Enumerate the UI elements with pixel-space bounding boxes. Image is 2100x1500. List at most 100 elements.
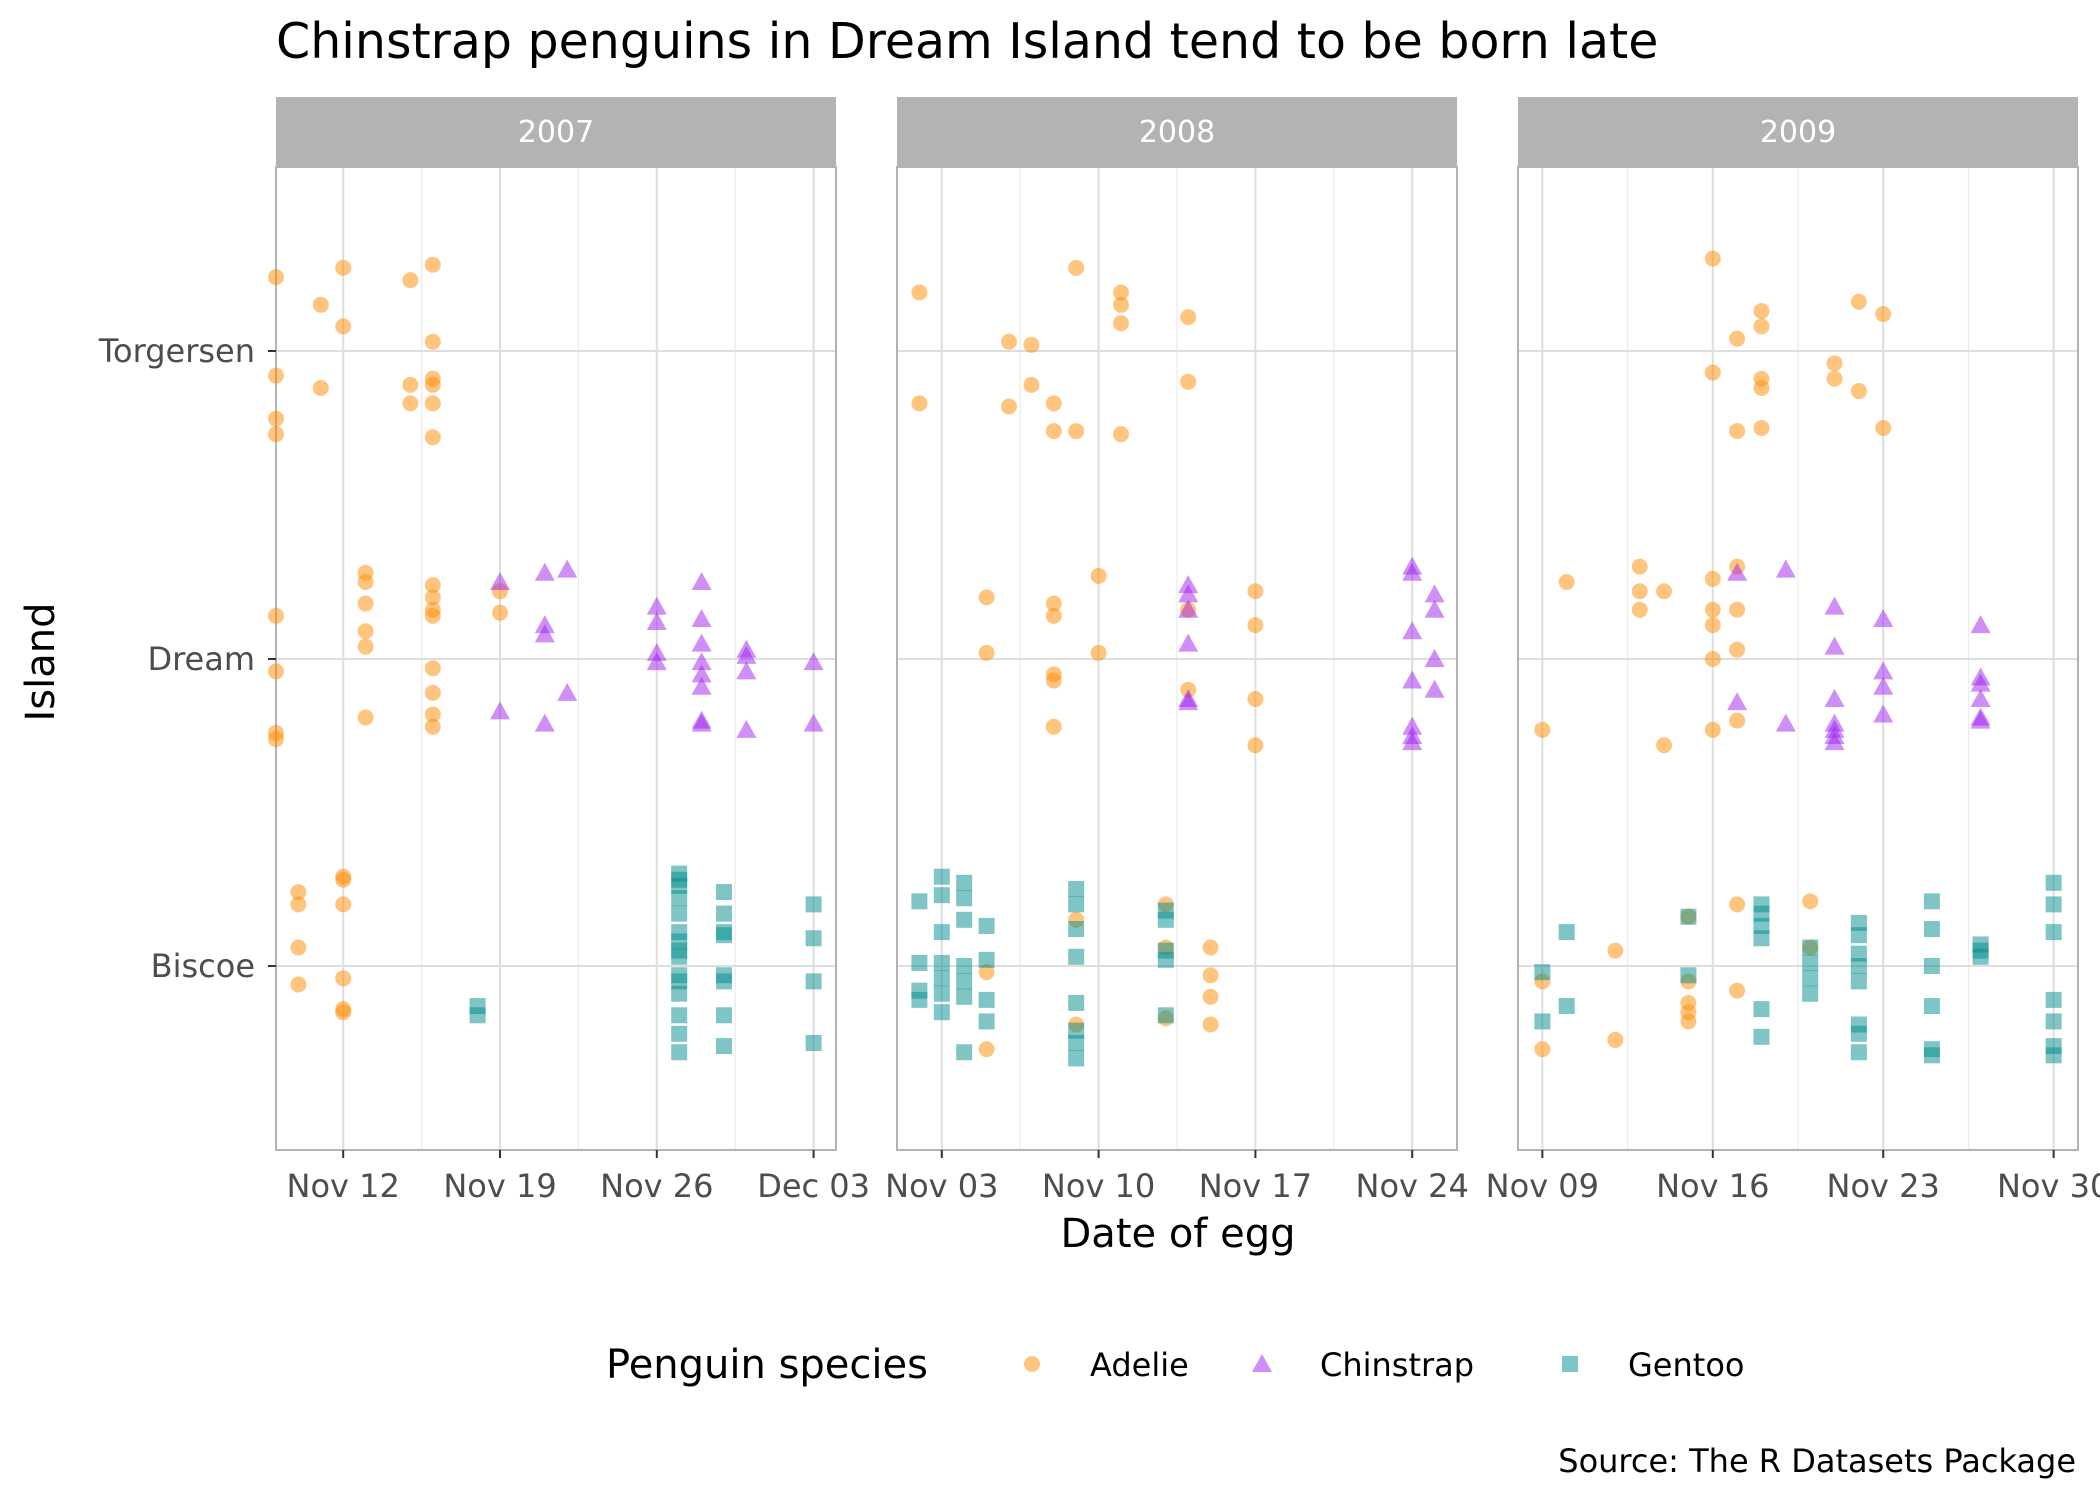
data-point-adelie: [1113, 315, 1129, 332]
data-point-adelie: [1704, 364, 1721, 381]
data-point-gentoo: [716, 1038, 732, 1055]
data-point-adelie: [402, 395, 419, 412]
data-point-adelie: [357, 709, 374, 726]
data-point-gentoo: [1923, 958, 1940, 974]
x-tick-label: Nov 16: [1656, 1167, 1769, 1205]
data-point-adelie: [1534, 721, 1551, 738]
data-point-adelie: [268, 367, 284, 384]
data-point-adelie: [1704, 250, 1721, 267]
data-point-gentoo: [671, 890, 688, 907]
data-point-gentoo: [1068, 948, 1085, 965]
data-point-chinstrap: [736, 719, 757, 738]
data-point-adelie: [268, 731, 284, 748]
data-point-chinstrap: [1402, 732, 1423, 751]
data-point-chinstrap: [1970, 710, 1991, 729]
data-point-adelie: [335, 1004, 352, 1021]
data-point-adelie: [1753, 379, 1770, 396]
data-point-adelie: [1558, 574, 1575, 590]
data-point-gentoo: [1680, 908, 1697, 925]
data-point-gentoo: [671, 905, 688, 922]
facet-strip-label: 2009: [1760, 115, 1836, 150]
data-point-chinstrap: [1824, 732, 1845, 751]
x-tick-label: Nov 26: [600, 1167, 713, 1205]
data-point-chinstrap: [736, 645, 757, 664]
facet-panel-2009: 2009 Nov 09 Nov 16 Nov 23 Nov 30: [1486, 97, 2100, 1205]
data-point-gentoo: [933, 985, 950, 1002]
data-point-chinstrap: [1727, 692, 1748, 711]
data-point-adelie: [1202, 1016, 1219, 1033]
data-point-adelie: [1753, 318, 1770, 335]
data-point-adelie: [1068, 259, 1085, 276]
data-point-adelie: [911, 395, 928, 412]
data-point-adelie: [1045, 595, 1062, 612]
x-tick-label: Nov 10: [1042, 1167, 1155, 1205]
data-point-adelie: [1534, 1041, 1551, 1058]
data-point-gentoo: [1558, 998, 1575, 1015]
data-point-adelie: [268, 663, 284, 680]
data-point-chinstrap: [691, 652, 712, 671]
data-point-gentoo: [933, 954, 950, 971]
data-point-chinstrap: [803, 713, 824, 732]
data-point-gentoo: [671, 1025, 688, 1042]
data-point-adelie: [424, 376, 441, 393]
data-point-chinstrap: [534, 713, 555, 732]
points: [1534, 250, 2062, 1064]
data-point-adelie: [268, 410, 284, 427]
legend-key-gentoo: [1562, 1356, 1578, 1372]
x-tick-label: Nov 17: [1199, 1167, 1312, 1205]
data-point-adelie: [1729, 601, 1746, 618]
x-axis-label: Date of egg: [1061, 1211, 1296, 1257]
data-point-chinstrap: [534, 624, 555, 643]
data-point-gentoo: [805, 973, 822, 990]
data-point-adelie: [1753, 302, 1770, 319]
data-point-chinstrap: [1873, 704, 1894, 723]
data-point-gentoo: [956, 973, 973, 990]
data-point-adelie: [1202, 988, 1219, 1005]
legend-items: Adelie Chinstrap Gentoo: [1024, 1346, 1744, 1384]
data-point-chinstrap: [691, 676, 712, 695]
data-point-adelie: [357, 595, 374, 612]
y-axis-label: Island: [18, 602, 64, 721]
facet-strip: [1518, 97, 2078, 167]
data-point-gentoo: [911, 954, 928, 971]
data-point-chinstrap: [1424, 599, 1445, 618]
data-point-adelie: [1090, 567, 1107, 584]
data-point-chinstrap: [1178, 575, 1199, 594]
data-point-adelie: [402, 272, 419, 289]
data-point-adelie: [290, 976, 307, 993]
data-point-adelie: [1113, 284, 1129, 301]
data-point-gentoo: [716, 905, 732, 922]
x-tick-label: Nov 09: [1486, 1167, 1599, 1205]
data-point-adelie: [1704, 617, 1721, 634]
data-point-adelie: [424, 718, 441, 735]
data-point-adelie: [1045, 395, 1062, 412]
data-point-chinstrap: [1178, 633, 1199, 652]
data-point-adelie: [1090, 644, 1107, 661]
data-point-adelie: [357, 623, 374, 640]
data-point-adelie: [978, 644, 995, 661]
data-point-gentoo: [1802, 939, 1819, 956]
data-point-adelie: [1631, 558, 1648, 575]
legend-key-chinstrap: [1252, 1354, 1272, 1372]
data-point-gentoo: [716, 973, 732, 990]
data-point-adelie: [978, 1041, 995, 1058]
data-point-gentoo: [1157, 1007, 1174, 1024]
data-point-adelie: [1001, 398, 1017, 415]
data-point-adelie: [424, 429, 441, 446]
data-point-gentoo: [1068, 921, 1085, 938]
data-point-gentoo: [956, 988, 973, 1005]
panel-border: [896, 166, 1458, 1151]
data-point-gentoo: [1558, 924, 1575, 941]
data-point-gentoo: [956, 890, 973, 907]
data-point-adelie: [424, 577, 441, 594]
data-point-adelie: [978, 964, 995, 981]
x-tick-label: Nov 19: [443, 1167, 556, 1205]
data-point-adelie: [1023, 336, 1040, 353]
data-point-adelie: [424, 706, 441, 723]
data-point-gentoo: [805, 930, 822, 947]
data-point-adelie: [911, 284, 928, 301]
data-point-gentoo: [671, 1044, 688, 1061]
legend: Penguin species Adelie Chinstrap Gentoo: [606, 1342, 1744, 1388]
data-point-chinstrap: [1775, 713, 1796, 732]
data-point-gentoo: [2045, 991, 2062, 1008]
